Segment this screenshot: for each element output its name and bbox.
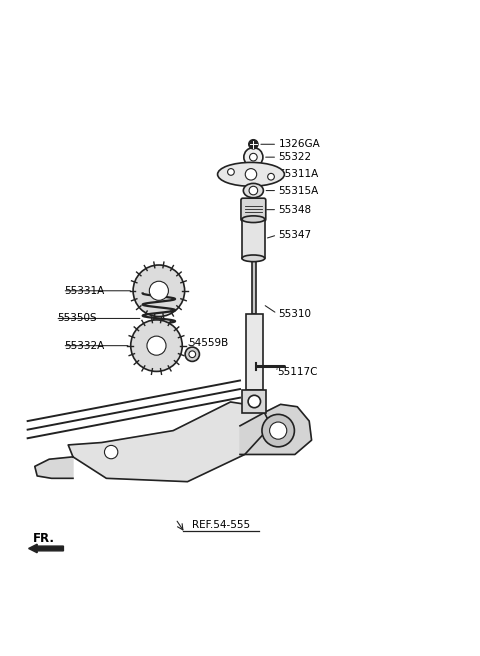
Circle shape <box>245 169 257 180</box>
Polygon shape <box>35 457 73 478</box>
Text: REF.54-555: REF.54-555 <box>192 520 250 529</box>
FancyArrow shape <box>29 544 63 553</box>
Circle shape <box>228 169 234 175</box>
Text: 55315A: 55315A <box>279 186 319 195</box>
Text: 55331A: 55331A <box>64 286 104 296</box>
Ellipse shape <box>242 216 265 222</box>
Circle shape <box>244 148 263 167</box>
Circle shape <box>105 445 118 459</box>
Circle shape <box>189 351 196 358</box>
Text: 55348: 55348 <box>279 205 312 215</box>
Text: FR.: FR. <box>33 532 54 545</box>
Circle shape <box>262 415 294 447</box>
Ellipse shape <box>217 163 284 186</box>
Ellipse shape <box>242 255 265 262</box>
Circle shape <box>147 336 166 355</box>
Polygon shape <box>68 402 271 482</box>
Circle shape <box>131 320 182 371</box>
Polygon shape <box>240 404 312 455</box>
Text: 55350S: 55350S <box>57 314 96 323</box>
Ellipse shape <box>243 184 264 197</box>
Text: 55311A: 55311A <box>279 169 319 179</box>
Circle shape <box>249 140 258 149</box>
Text: 54559B: 54559B <box>188 338 228 348</box>
FancyBboxPatch shape <box>241 198 266 221</box>
Circle shape <box>149 281 168 300</box>
Circle shape <box>133 265 185 317</box>
Circle shape <box>185 347 199 361</box>
Circle shape <box>248 396 261 407</box>
Text: 55117C: 55117C <box>277 367 318 377</box>
Bar <box>242 219 265 258</box>
Text: 55332A: 55332A <box>64 340 104 351</box>
Circle shape <box>268 173 275 180</box>
Text: 55310: 55310 <box>279 309 312 319</box>
Circle shape <box>249 186 258 195</box>
Circle shape <box>270 422 287 440</box>
Bar <box>242 390 266 413</box>
Bar <box>246 314 263 390</box>
Circle shape <box>250 154 257 161</box>
Text: 55322: 55322 <box>279 152 312 162</box>
Text: 1326GA: 1326GA <box>279 139 321 150</box>
Bar <box>252 249 256 314</box>
Text: 55347: 55347 <box>279 230 312 240</box>
